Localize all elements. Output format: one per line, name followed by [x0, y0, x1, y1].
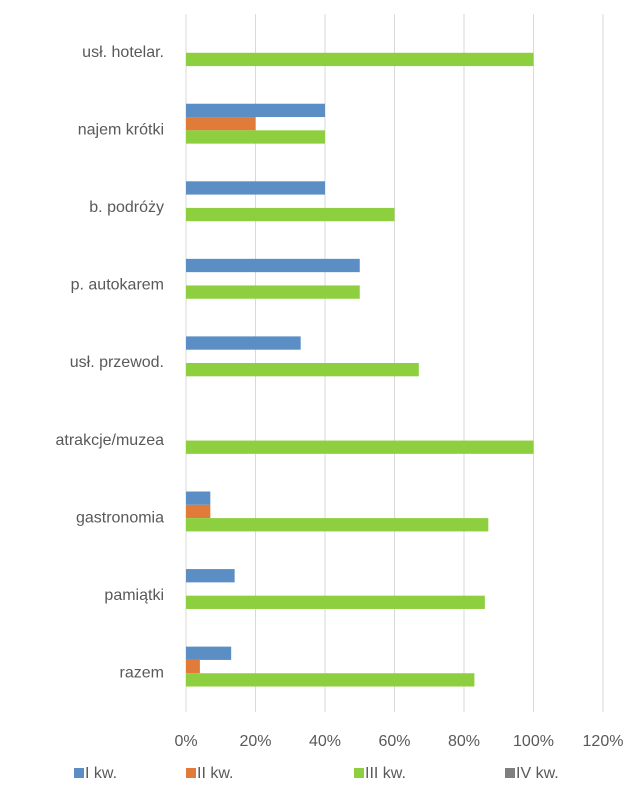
- bar: [186, 258, 360, 273]
- bar: [186, 595, 485, 609]
- x-tick-label: 0%: [174, 733, 197, 750]
- bar: [186, 673, 475, 687]
- legend-swatch: [74, 768, 84, 778]
- bar: [186, 336, 301, 350]
- bar: [186, 518, 489, 532]
- bar: [186, 504, 211, 519]
- legend-swatch: [505, 768, 515, 778]
- bar: [186, 363, 419, 377]
- legend-label: II kw.: [197, 765, 233, 782]
- y-tick-label: razem: [120, 664, 164, 681]
- bar: [186, 117, 256, 131]
- bar: [186, 130, 325, 144]
- bar: [186, 440, 534, 454]
- bar: [186, 103, 325, 118]
- y-tick-label: p. autokarem: [71, 277, 164, 294]
- bar: [186, 491, 211, 505]
- bar: [186, 646, 232, 660]
- y-tick-label: usł. hotelar.: [82, 44, 164, 61]
- x-tick-label: 100%: [513, 733, 554, 750]
- bar: [186, 207, 395, 222]
- legend-label: I kw.: [85, 765, 117, 782]
- x-tick-label: 80%: [448, 733, 480, 750]
- legend-swatch: [354, 768, 364, 778]
- y-tick-label: najem krótki: [78, 122, 164, 139]
- x-tick-label: 60%: [378, 733, 410, 750]
- x-tick-label: 20%: [239, 733, 271, 750]
- y-tick-label: pamiątki: [104, 587, 164, 604]
- y-tick-label: usł. przewod.: [70, 354, 164, 371]
- legend-label: III kw.: [365, 765, 406, 782]
- bar: [186, 52, 534, 67]
- legend-label: IV kw.: [516, 765, 559, 782]
- y-tick-label: b. podróży: [89, 199, 164, 216]
- bar: [186, 285, 360, 299]
- bar: [186, 569, 235, 583]
- bar: [186, 659, 200, 674]
- y-tick-label: atrakcje/muzea: [56, 432, 165, 449]
- x-tick-label: 120%: [583, 733, 624, 750]
- y-tick-label: gastronomia: [76, 509, 164, 526]
- x-tick-label: 40%: [309, 733, 341, 750]
- legend-swatch: [186, 768, 196, 778]
- bar: [186, 181, 325, 195]
